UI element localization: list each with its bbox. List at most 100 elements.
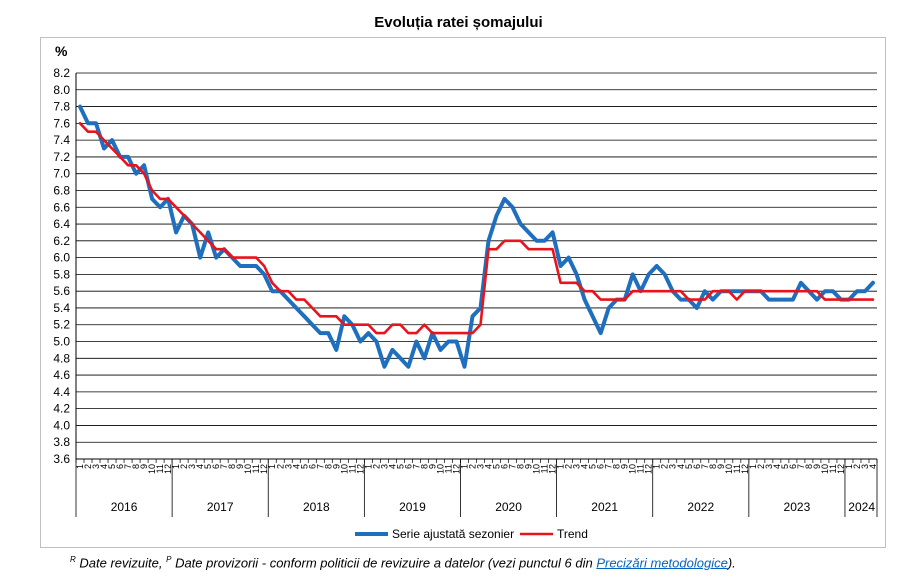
month-tick-label: 6 bbox=[115, 464, 125, 469]
month-tick-label: 7 bbox=[796, 464, 806, 469]
month-tick-label: 4 bbox=[291, 464, 301, 469]
month-tick-label: 10 bbox=[820, 464, 830, 474]
month-tick-label: 6 bbox=[211, 464, 221, 469]
month-tick-label: 12 bbox=[355, 464, 365, 474]
month-tick-label: 10 bbox=[339, 464, 349, 474]
month-tick-label: 2 bbox=[756, 464, 766, 469]
month-tick-label: 6 bbox=[403, 464, 413, 469]
legend-label: Serie ajustată sezonier bbox=[392, 527, 514, 541]
month-tick-label: 4 bbox=[195, 464, 205, 469]
month-tick-label: 5 bbox=[107, 464, 117, 469]
month-tick-label: 2 bbox=[179, 464, 189, 469]
month-tick-label: 2 bbox=[83, 464, 93, 469]
y-tick-label: 5.4 bbox=[53, 301, 70, 315]
year-label: 2022 bbox=[687, 500, 714, 514]
month-tick-label: 8 bbox=[227, 464, 237, 469]
month-tick-label: 1 bbox=[75, 464, 85, 469]
month-tick-label: 3 bbox=[668, 464, 678, 469]
y-tick-label: 6.4 bbox=[53, 217, 70, 231]
month-tick-label: 7 bbox=[315, 464, 325, 469]
month-tick-label: 1 bbox=[267, 464, 277, 469]
month-tick-label: 8 bbox=[708, 464, 718, 469]
month-tick-label: 9 bbox=[620, 464, 630, 469]
month-tick-label: 11 bbox=[828, 464, 838, 473]
month-tick-label: 3 bbox=[91, 464, 101, 469]
month-tick-label: 1 bbox=[171, 464, 181, 469]
month-tick-label: 2 bbox=[852, 464, 862, 469]
month-tick-label: 7 bbox=[604, 464, 614, 469]
month-tick-label: 9 bbox=[331, 464, 341, 469]
month-tick-label: 10 bbox=[243, 464, 253, 474]
y-tick-label: 3.6 bbox=[53, 452, 70, 466]
month-tick-label: 3 bbox=[764, 464, 774, 469]
month-tick-label: 5 bbox=[588, 464, 598, 469]
month-tick-label: 2 bbox=[660, 464, 670, 469]
provisional-mark: P bbox=[166, 555, 172, 564]
month-tick-label: 6 bbox=[788, 464, 798, 469]
y-tick-label: 8.2 bbox=[53, 66, 70, 80]
methodology-link[interactable]: Precizări metodologice bbox=[596, 555, 728, 571]
month-tick-label: 6 bbox=[596, 464, 606, 469]
month-tick-label: 9 bbox=[427, 464, 437, 469]
month-tick-label: 7 bbox=[508, 464, 518, 469]
month-tick-label: 12 bbox=[836, 464, 846, 474]
month-tick-label: 5 bbox=[684, 464, 694, 469]
month-tick-label: 3 bbox=[379, 464, 389, 469]
y-tick-label: 7.6 bbox=[53, 116, 70, 130]
month-tick-label: 1 bbox=[459, 464, 469, 469]
month-tick-label: 1 bbox=[844, 464, 854, 469]
month-tick-label: 5 bbox=[780, 464, 790, 469]
month-tick-label: 10 bbox=[628, 464, 638, 474]
month-tick-label: 11 bbox=[636, 464, 646, 473]
chart-frame bbox=[40, 37, 886, 548]
month-tick-label: 12 bbox=[451, 464, 461, 474]
month-tick-label: 10 bbox=[532, 464, 542, 474]
y-tick-label: 4.8 bbox=[53, 351, 70, 365]
y-tick-label: 3.8 bbox=[53, 435, 70, 449]
y-tick-label: 4.2 bbox=[53, 402, 70, 416]
year-label: 2019 bbox=[399, 500, 426, 514]
month-tick-label: 2 bbox=[371, 464, 381, 469]
month-tick-label: 11 bbox=[443, 464, 453, 473]
y-tick-label: 5.6 bbox=[53, 284, 70, 298]
month-tick-label: 10 bbox=[147, 464, 157, 474]
month-tick-label: 8 bbox=[612, 464, 622, 469]
month-tick-label: 4 bbox=[387, 464, 397, 469]
y-tick-label: 6.2 bbox=[53, 234, 70, 248]
year-label: 2016 bbox=[111, 500, 138, 514]
footnote: R Date revizuite, P Date provizorii - co… bbox=[70, 555, 736, 570]
y-tick-label: 4.6 bbox=[53, 368, 70, 382]
month-tick-label: 6 bbox=[692, 464, 702, 469]
month-tick-label: 8 bbox=[131, 464, 141, 469]
month-tick-label: 2 bbox=[467, 464, 477, 469]
month-tick-label: 7 bbox=[219, 464, 229, 469]
month-tick-label: 9 bbox=[524, 464, 534, 469]
month-tick-label: 7 bbox=[700, 464, 710, 469]
month-tick-label: 5 bbox=[203, 464, 213, 469]
month-tick-label: 4 bbox=[99, 464, 109, 469]
y-tick-label: 7.0 bbox=[53, 167, 70, 181]
month-tick-label: 12 bbox=[740, 464, 750, 474]
y-tick-label: 4.0 bbox=[53, 418, 70, 432]
month-tick-label: 6 bbox=[500, 464, 510, 469]
month-tick-label: 3 bbox=[476, 464, 486, 469]
y-tick-label: 4.4 bbox=[53, 385, 70, 399]
month-tick-label: 5 bbox=[492, 464, 502, 469]
month-tick-label: 12 bbox=[548, 464, 558, 474]
month-tick-label: 11 bbox=[347, 464, 357, 473]
y-tick-label: 7.2 bbox=[53, 150, 70, 164]
year-label: 2020 bbox=[495, 500, 522, 514]
year-label: 2017 bbox=[207, 500, 234, 514]
month-tick-label: 11 bbox=[540, 464, 550, 473]
month-tick-label: 9 bbox=[235, 464, 245, 469]
month-tick-label: 8 bbox=[804, 464, 814, 469]
revised-mark: R bbox=[70, 555, 76, 564]
month-tick-label: 2 bbox=[564, 464, 574, 469]
month-tick-label: 11 bbox=[732, 464, 742, 473]
y-tick-label: 8.0 bbox=[53, 83, 70, 97]
month-tick-label: 7 bbox=[123, 464, 133, 469]
month-tick-label: 3 bbox=[283, 464, 293, 469]
month-tick-label: 5 bbox=[395, 464, 405, 469]
y-tick-label: 6.6 bbox=[53, 200, 70, 214]
year-label: 2018 bbox=[303, 500, 330, 514]
